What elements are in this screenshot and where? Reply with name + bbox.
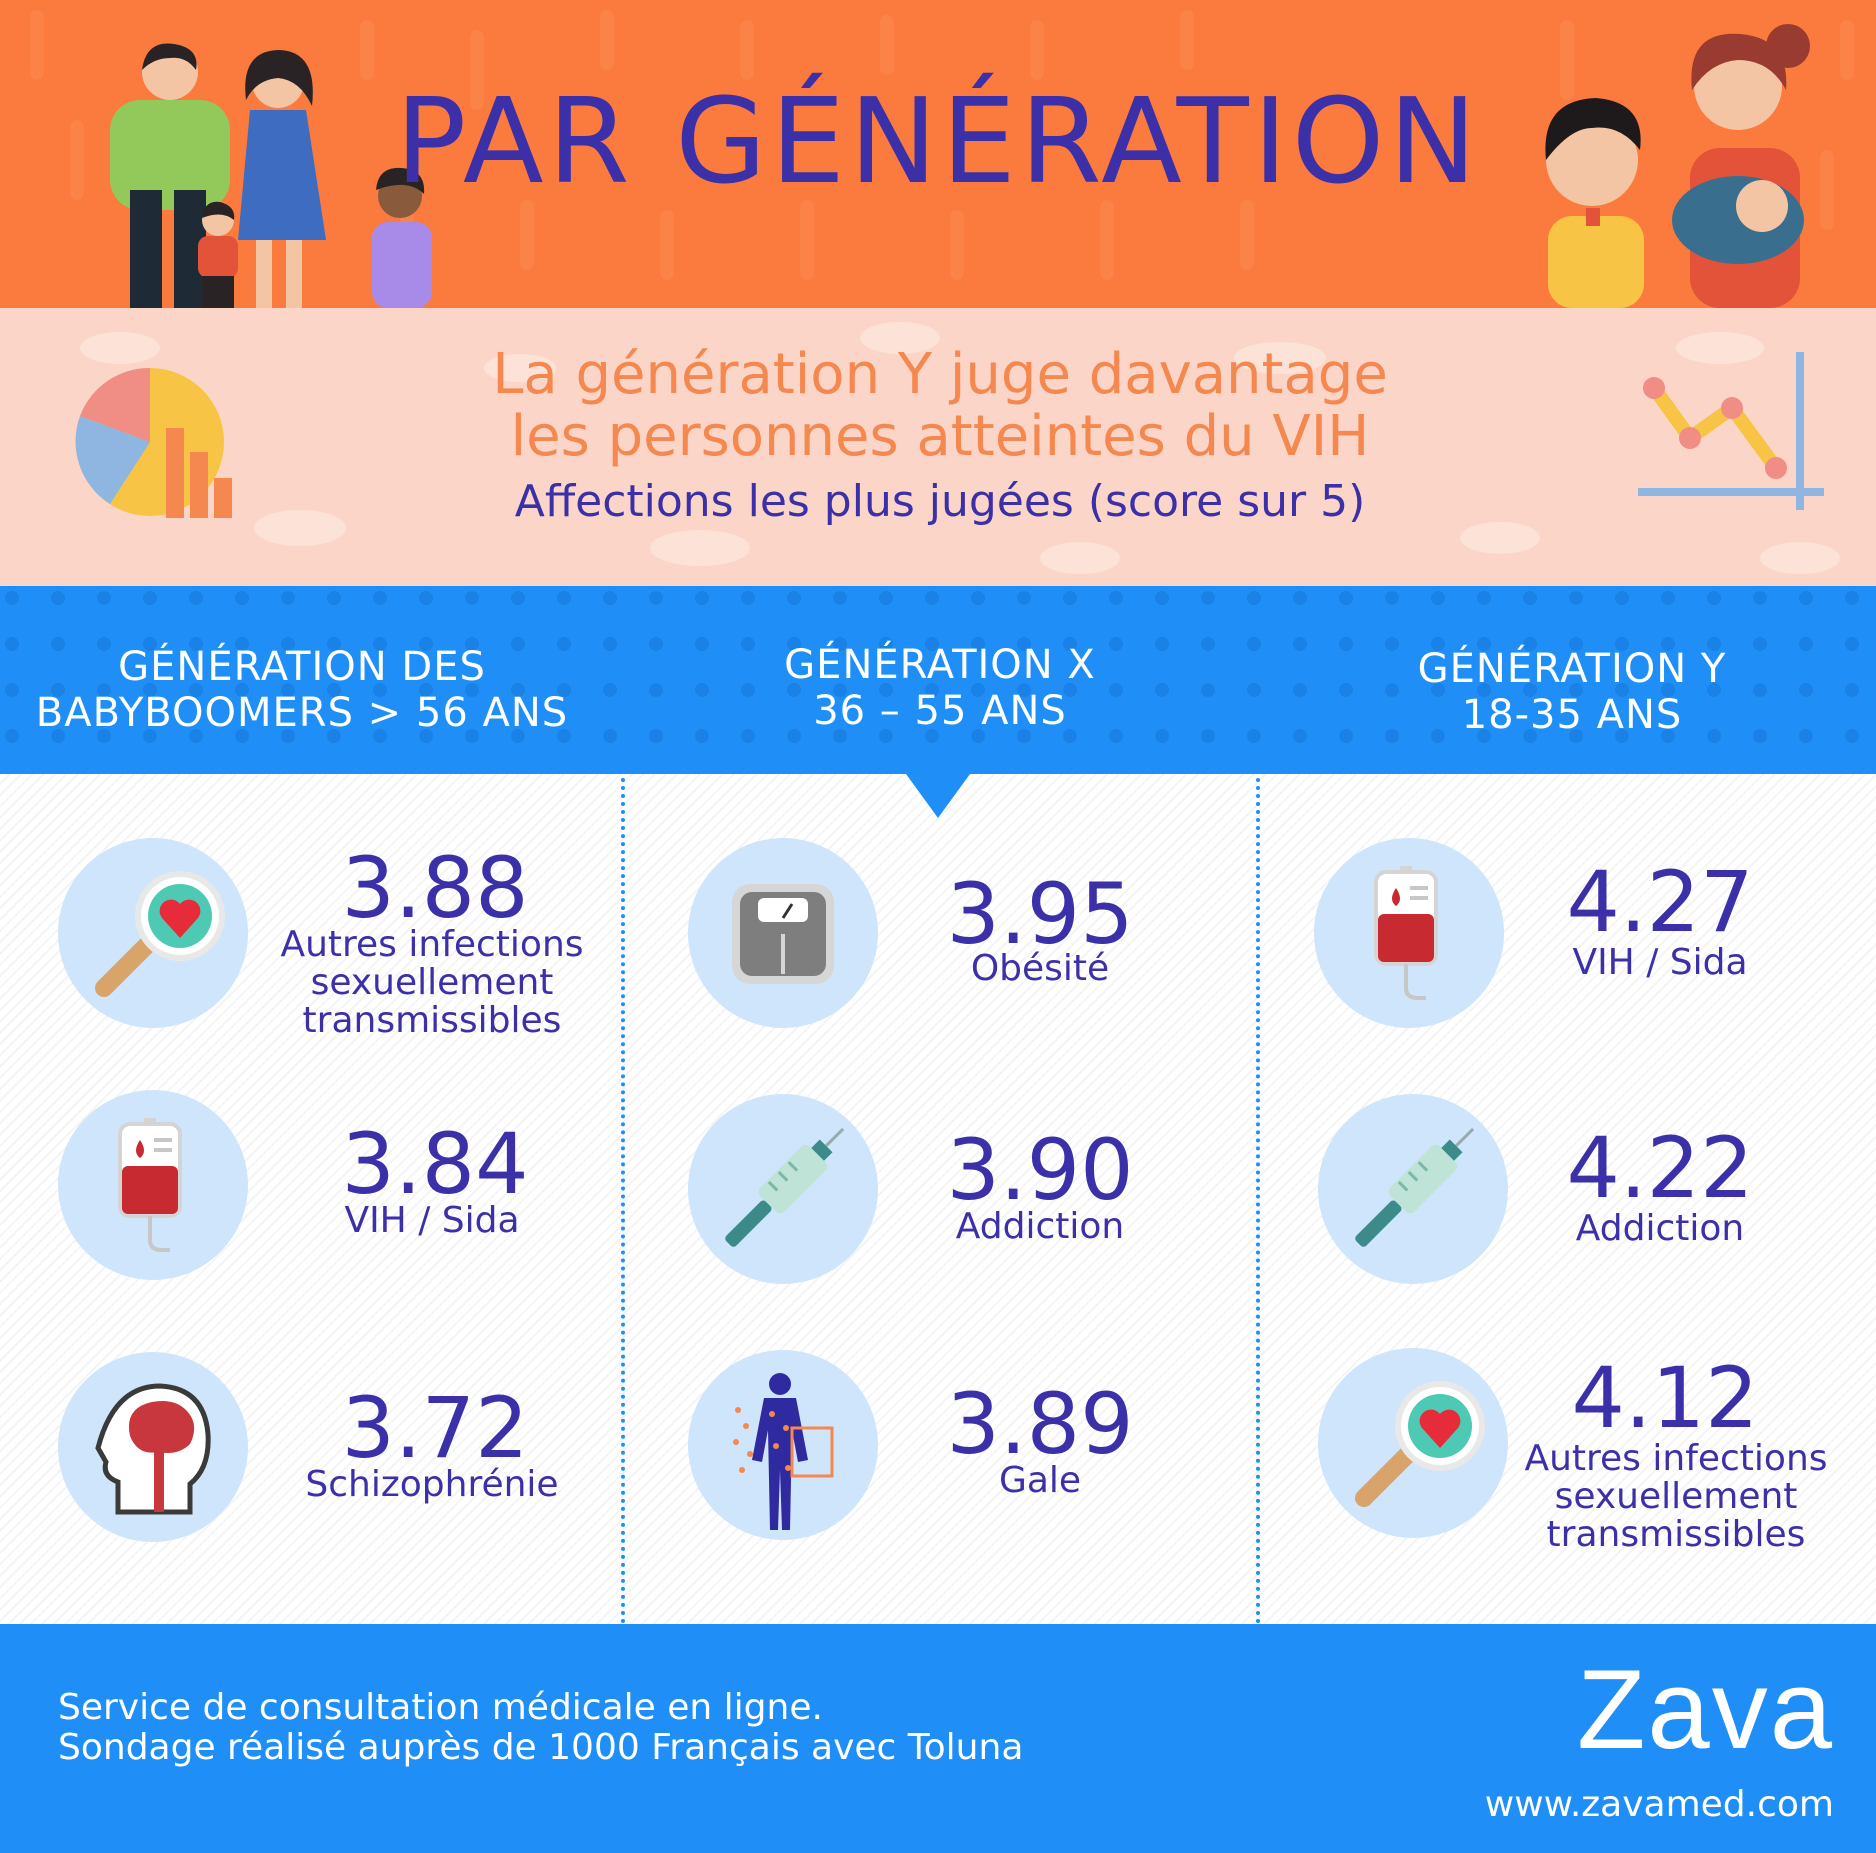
- condition-label: Obésité: [880, 950, 1200, 988]
- gen-name-line2: BABYBOOMERS > 56 ANS: [35, 690, 569, 736]
- gen-name-line1: GÉNÉRATION X: [784, 642, 1096, 688]
- weight-scale-icon: [688, 838, 878, 1028]
- condition-label: Schizophrénie: [262, 1466, 602, 1504]
- magnifier-heart-icon: [58, 838, 248, 1028]
- header-banner: PAR GÉNÉRATION: [0, 0, 1876, 308]
- magnifier-heart-icon: [1318, 1348, 1508, 1538]
- label-line: transmissibles: [302, 1000, 562, 1041]
- label-line: Autres infections: [280, 924, 584, 965]
- label-line: Addiction: [1575, 1208, 1745, 1249]
- condition-label: VIH / Sida: [262, 1202, 602, 1240]
- score-value: 3.88: [341, 839, 529, 937]
- generation-x-label: GÉNÉRATION X 36 – 55 ANS: [630, 642, 1250, 734]
- score-value: 3.72: [341, 1379, 529, 1477]
- label-line: Gale: [998, 1460, 1082, 1501]
- condition-label: Addiction: [1500, 1210, 1820, 1248]
- score-value: 3.95: [946, 865, 1134, 963]
- condition-label: Addiction: [880, 1208, 1200, 1246]
- label-line: Obésité: [970, 948, 1110, 989]
- blood-bag-icon: [58, 1090, 248, 1280]
- label-line: sexuellement: [1554, 1476, 1798, 1517]
- website-link[interactable]: www.zavamed.com: [1484, 1784, 1834, 1825]
- footer: Service de consultation médicale en lign…: [0, 1624, 1876, 1853]
- column-divider: [1256, 778, 1260, 1624]
- column-divider: [621, 778, 625, 1624]
- score-value: 3.89: [946, 1375, 1134, 1473]
- subtitle-band: La génération Y juge davantage les perso…: [0, 308, 1876, 586]
- label-line: Autres infections: [1524, 1438, 1828, 1479]
- generation-babyboomers-label: GÉNÉRATION DES BABYBOOMERS > 56 ANS: [0, 644, 612, 736]
- blood-bag-icon: [1314, 838, 1504, 1028]
- condition-label: Autres infections sexuellement transmiss…: [262, 926, 602, 1040]
- headline-line2: les personnes atteintes du VIH: [510, 404, 1370, 469]
- footer-note-line1: Service de consultation médicale en lign…: [58, 1687, 823, 1728]
- condition-label: Gale: [880, 1462, 1200, 1500]
- gen-name-line1: GÉNÉRATION Y: [1417, 646, 1727, 692]
- label-line: Addiction: [955, 1206, 1125, 1247]
- condition-label: VIH / Sida: [1500, 944, 1820, 982]
- score-value: 4.12: [1571, 1349, 1759, 1447]
- brand-logo: Zava: [1577, 1647, 1834, 1772]
- brain-head-icon: [58, 1352, 248, 1542]
- headline-line1: La génération Y juge davantage: [492, 342, 1388, 407]
- syringe-icon: [1318, 1094, 1508, 1284]
- condition-label: Autres infections sexuellement transmiss…: [1506, 1440, 1846, 1554]
- scores-panel: [0, 774, 1876, 1624]
- generation-header-band: GÉNÉRATION DES BABYBOOMERS > 56 ANS GÉNÉ…: [0, 586, 1876, 774]
- score-value: 3.84: [341, 1115, 529, 1213]
- gen-name-line2: 36 – 55 ANS: [813, 688, 1067, 734]
- pointer-arrow: [906, 774, 970, 818]
- family-illustration-right: [1545, 24, 1810, 308]
- label-line: VIH / Sida: [344, 1200, 520, 1241]
- chart-subtitle: Affections les plus jugées (score sur 5): [514, 476, 1366, 527]
- pie-chart-icon: [75, 367, 232, 518]
- gen-name-line1: GÉNÉRATION DES: [118, 644, 486, 690]
- dot-pattern: [0, 586, 1876, 774]
- syringe-icon: [688, 1094, 878, 1284]
- label-line: sexuellement: [310, 962, 554, 1003]
- footer-note-line2: Sondage réalisé auprès de 1000 Français …: [58, 1727, 1024, 1768]
- body-rash-icon: [688, 1350, 878, 1540]
- score-value: 4.27: [1566, 853, 1754, 951]
- label-line: Schizophrénie: [305, 1464, 559, 1505]
- pattern-texture: [80, 322, 1840, 574]
- generation-y-label: GÉNÉRATION Y 18-35 ANS: [1262, 646, 1876, 738]
- page-title: PAR GÉNÉRATION: [395, 72, 1481, 210]
- gen-name-line2: 18-35 ANS: [1461, 692, 1683, 738]
- line-chart-icon: [1638, 352, 1824, 510]
- label-line: transmissibles: [1546, 1514, 1806, 1555]
- score-value: 4.22: [1566, 1119, 1754, 1217]
- family-illustration: [110, 43, 432, 308]
- score-value: 3.90: [946, 1121, 1134, 1219]
- label-line: VIH / Sida: [1572, 942, 1748, 983]
